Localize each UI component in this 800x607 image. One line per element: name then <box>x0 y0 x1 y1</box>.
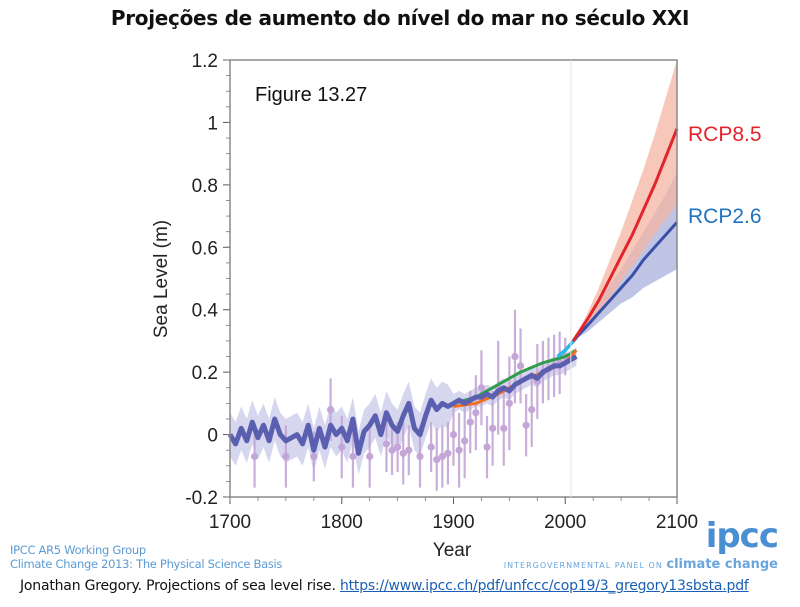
y-tick-label: 0.2 <box>192 363 218 384</box>
purple-reconstruction-line <box>227 354 578 456</box>
series-lines <box>227 128 679 456</box>
ipcc-tagline-big: climate change <box>666 557 778 572</box>
y-tick-label: 0 <box>207 426 218 447</box>
y-tick-label: -0.2 <box>185 488 218 509</box>
credit-report-title: Climate Change 2013: The Physical Scienc… <box>10 557 283 571</box>
projection-bands <box>573 60 677 341</box>
proxy-point <box>310 452 318 461</box>
credit-working-group: IPCC AR5 Working Group <box>10 543 146 557</box>
proxy-point <box>427 443 435 451</box>
figure-label: Figure 13.27 <box>255 84 367 106</box>
proxy-point <box>522 421 530 429</box>
proxy-point <box>338 443 346 451</box>
proxy-point <box>500 424 508 432</box>
proxy-point <box>477 384 486 392</box>
proxy-point <box>399 449 407 457</box>
proxy-point <box>455 446 463 454</box>
proxy-point <box>489 424 497 432</box>
x-tick-label: 2000 <box>544 512 586 533</box>
proxy-point <box>483 443 491 451</box>
x-tick-label: 1700 <box>209 512 251 533</box>
y-tick-label: 0.4 <box>192 301 219 322</box>
x-tick-label: 1900 <box>432 512 474 533</box>
proxy-point <box>394 443 402 451</box>
rcp85-label: RCP8.5 <box>688 123 762 146</box>
y-tick-label: 0.8 <box>192 176 218 197</box>
y-axis-label: Sea Level (m) <box>151 220 172 338</box>
source-link[interactable]: https://www.ipcc.ch/pdf/unfccc/cop19/3_g… <box>339 578 749 594</box>
proxy-point <box>444 449 452 457</box>
ipcc-logo: ipcc <box>705 516 779 556</box>
proxy-point <box>405 446 413 454</box>
proxy-point <box>416 452 424 461</box>
y-tick-label: 0.6 <box>192 238 218 259</box>
proxy-point <box>505 399 513 407</box>
proxy-point <box>528 406 536 414</box>
rcp85-line <box>571 128 679 342</box>
x-tick-label: 1800 <box>321 512 363 533</box>
proxy-point <box>438 452 446 461</box>
proxy-point <box>449 430 458 439</box>
proxy-point <box>282 452 290 461</box>
rcp85-uncertainty-band <box>573 60 677 341</box>
ipcc-tagline-small: INTERGOVERNMENTAL PANEL ON <box>503 561 667 570</box>
proxy-point <box>250 452 259 461</box>
proxy-point <box>366 452 374 461</box>
proxy-point <box>466 418 474 426</box>
axes: -0.2 0 0.2 0.4 0.6 0.8 1 1.2 1700 1800 1900 2000 210… <box>185 51 698 533</box>
proxy-point <box>433 455 441 464</box>
proxy-point <box>388 446 396 454</box>
ipcc-tagline: INTERGOVERNMENTAL PANEL ON climate chang… <box>504 553 778 572</box>
proxy-point <box>516 362 525 370</box>
rcp26-line <box>572 221 679 342</box>
proxy-point <box>326 406 335 414</box>
proxy-point <box>461 437 469 445</box>
proxy-data-points <box>250 309 569 491</box>
slide-title: Projeções de aumento do nível do mar no … <box>110 6 690 30</box>
rcp26-uncertainty-band <box>573 172 677 341</box>
x-tick-label: 2100 <box>656 512 698 533</box>
source-text: Jonathan Gregory. Projections of sea lev… <box>20 578 340 594</box>
proxy-point <box>349 452 357 461</box>
rcp26-label: RCP2.6 <box>688 205 762 228</box>
x-axis-label: Year <box>433 540 472 561</box>
proxy-point <box>511 352 519 361</box>
y-tick-label: 1 <box>207 113 218 134</box>
source-citation: Jonathan Gregory. Projections of sea lev… <box>20 578 749 594</box>
y-tick-label: 1.2 <box>192 51 218 72</box>
proxy-point <box>472 409 480 417</box>
proxy-point <box>382 440 391 448</box>
